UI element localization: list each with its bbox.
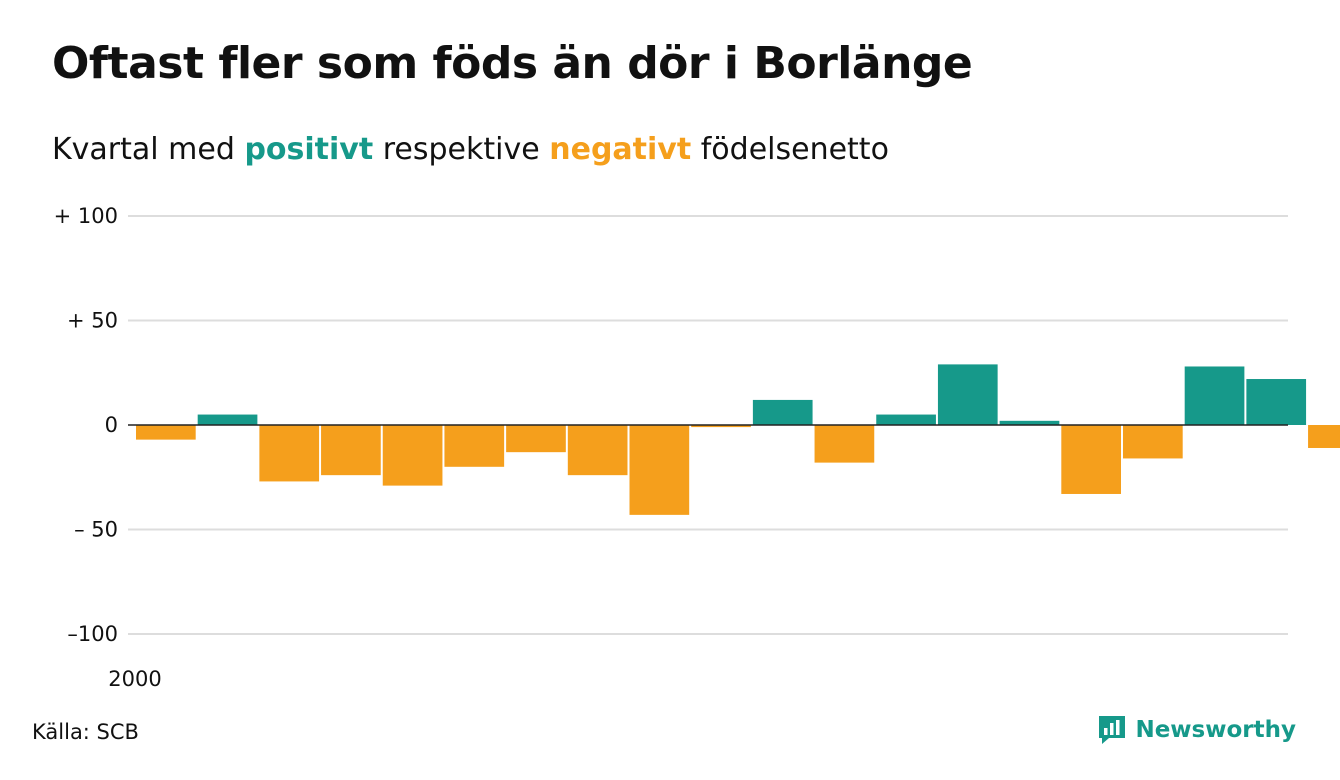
subtitle-suffix: födelsenetto (700, 132, 889, 167)
bar-positive (937, 364, 998, 425)
bar-positive (876, 414, 936, 425)
y-tick-label: –100 (67, 622, 118, 646)
x-tick-label: 2000 (108, 667, 161, 691)
bars (128, 364, 1340, 515)
bar-negative (382, 425, 443, 486)
bar-negative (1123, 425, 1183, 459)
subtitle-prefix: Kvartal med (52, 132, 235, 167)
bar-negative (506, 425, 566, 453)
axis-labels: + 100+ 500– 50–10020002005201020152020 (54, 204, 162, 691)
y-tick-label: 0 (105, 413, 118, 437)
subtitle-middle: respektive (382, 132, 540, 167)
bar-positive (999, 420, 1060, 425)
bar-chart: + 100+ 500– 50–10020002005201020152020 (54, 204, 1340, 691)
newsworthy-logo-icon (1099, 716, 1126, 744)
bar-negative (629, 425, 690, 515)
grid-lines (128, 215, 1288, 635)
bar-positive (197, 414, 258, 425)
y-tick-label: – 50 (74, 518, 118, 542)
brand-name: Newsworthy (1135, 717, 1296, 743)
y-tick-label: + 100 (54, 204, 118, 228)
bar-negative (136, 425, 196, 440)
bar-positive (1246, 379, 1307, 425)
subtitle-positive-word: positivt (244, 132, 374, 167)
bar-positive (1184, 366, 1245, 425)
bar-negative (814, 425, 875, 463)
bar-negative (321, 425, 381, 476)
subtitle-negative-word: negativt (549, 132, 692, 167)
y-tick-label: + 50 (67, 309, 118, 333)
bar-negative (1061, 425, 1121, 494)
bar-positive (752, 399, 813, 425)
bar-negative (691, 425, 751, 428)
brand-logo: Newsworthy (1097, 714, 1296, 746)
chart-title: Oftast fler som föds än dör i Borlänge (52, 38, 973, 89)
chart-subtitle: Kvartal med positivt respektive negativt… (52, 132, 889, 167)
bar-negative (259, 425, 320, 482)
bar-negative (444, 425, 505, 467)
source-note: Källa: SCB (32, 720, 139, 744)
bar-negative (1308, 425, 1340, 448)
bar-negative (567, 425, 628, 476)
